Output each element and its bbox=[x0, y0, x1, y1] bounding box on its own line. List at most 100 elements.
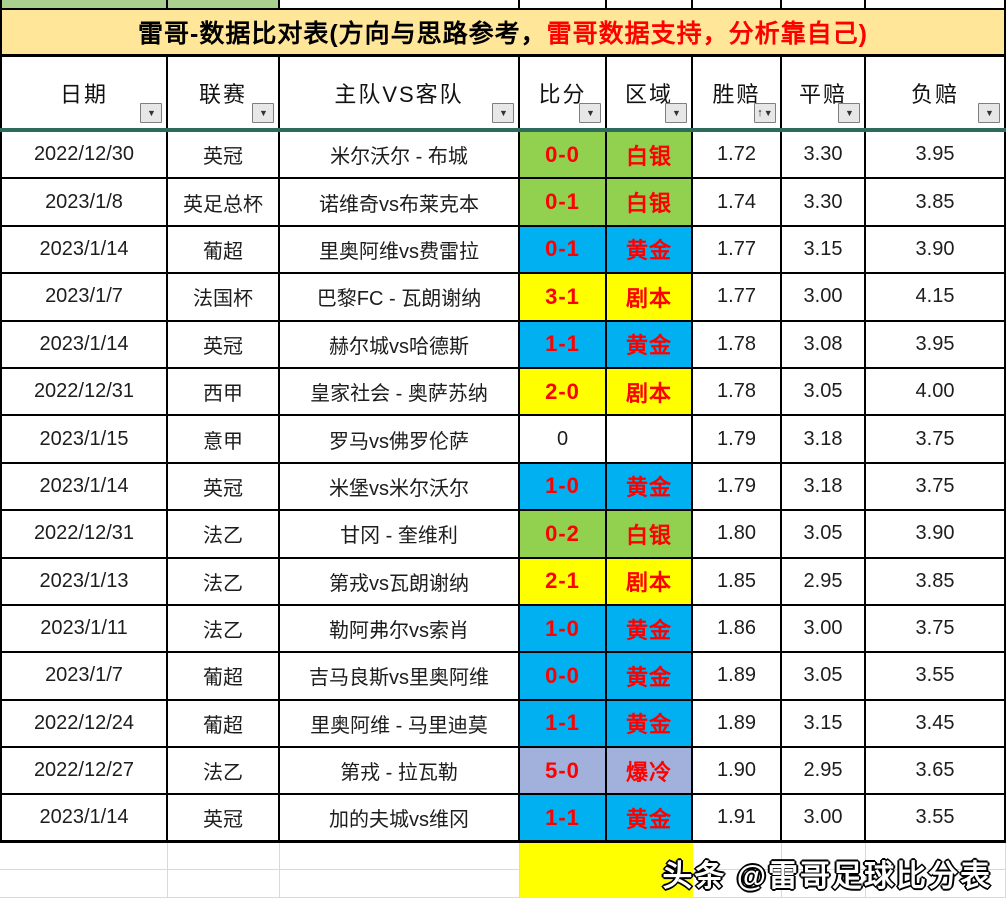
cell-league[interactable]: 法乙 bbox=[168, 558, 280, 606]
cell-league[interactable]: 葡超 bbox=[168, 226, 280, 275]
cell-draw-odds[interactable]: 3.00 bbox=[782, 795, 866, 843]
filter-dropdown-icon[interactable]: ▼ bbox=[252, 103, 274, 123]
spreadsheet-cell[interactable] bbox=[280, 842, 520, 871]
cell-league[interactable]: 英冠 bbox=[168, 132, 280, 180]
column-header-score[interactable]: 比分 ▼ bbox=[520, 57, 607, 128]
filter-dropdown-icon[interactable]: ▼ bbox=[665, 103, 687, 123]
cell-lose-odds[interactable]: 3.45 bbox=[866, 700, 1006, 749]
cell-league[interactable]: 法乙 bbox=[168, 605, 280, 654]
cell-zone[interactable]: 黄金 bbox=[607, 226, 693, 275]
cell-lose-odds[interactable]: 3.85 bbox=[866, 179, 1006, 227]
cell-score[interactable]: 0-0 bbox=[520, 653, 607, 701]
cell-score[interactable]: 0-1 bbox=[520, 179, 607, 227]
column-header-match[interactable]: 主队VS客队 ▼ bbox=[280, 57, 520, 128]
cell-win-odds[interactable]: 1.79 bbox=[693, 416, 782, 464]
cell-match[interactable]: 第戎 - 拉瓦勒 bbox=[280, 748, 520, 796]
column-header-draw-odds[interactable]: 平赔 ▼ bbox=[782, 57, 866, 128]
cell-zone[interactable]: 剧本 bbox=[607, 558, 693, 606]
cell-league[interactable]: 法国杯 bbox=[168, 274, 280, 322]
spreadsheet-cell[interactable] bbox=[168, 870, 280, 898]
cell-draw-odds[interactable]: 3.08 bbox=[782, 321, 866, 369]
filter-dropdown-icon[interactable]: ▼ bbox=[838, 103, 860, 123]
column-header-zone[interactable]: 区域 ▼ bbox=[607, 57, 693, 128]
column-header-date[interactable]: 日期 ▼ bbox=[0, 57, 168, 128]
cell-match[interactable]: 里奥阿维 - 马里迪莫 bbox=[280, 700, 520, 749]
filter-dropdown-icon[interactable]: ▼ bbox=[579, 103, 601, 123]
cell-date[interactable]: 2023/1/14 bbox=[0, 795, 168, 843]
spreadsheet-cell[interactable] bbox=[693, 842, 782, 871]
cell-draw-odds[interactable]: 3.00 bbox=[782, 274, 866, 322]
cell-draw-odds[interactable]: 3.30 bbox=[782, 179, 866, 227]
cell-draw-odds[interactable]: 3.15 bbox=[782, 226, 866, 275]
filter-dropdown-icon[interactable]: ▼ bbox=[978, 103, 1000, 123]
spreadsheet-cell[interactable] bbox=[693, 870, 782, 898]
cell-win-odds[interactable]: 1.78 bbox=[693, 321, 782, 369]
cell-match[interactable]: 第戎vs瓦朗谢纳 bbox=[280, 558, 520, 606]
cell-zone[interactable]: 白银 bbox=[607, 511, 693, 559]
cell-draw-odds[interactable]: 3.05 bbox=[782, 368, 866, 417]
cell-lose-odds[interactable]: 3.95 bbox=[866, 321, 1006, 369]
filter-dropdown-sorted-icon[interactable]: ↑ ▼ bbox=[754, 103, 776, 123]
column-header-league[interactable]: 联赛 ▼ bbox=[168, 57, 280, 128]
cell-date[interactable]: 2023/1/14 bbox=[0, 321, 168, 369]
cell-match[interactable]: 米堡vs米尔沃尔 bbox=[280, 463, 520, 512]
cell-lose-odds[interactable]: 3.85 bbox=[866, 558, 1006, 606]
cell-draw-odds[interactable]: 3.05 bbox=[782, 511, 866, 559]
column-header-lose-odds[interactable]: 负赔 ▼ bbox=[866, 57, 1006, 128]
cell-zone[interactable]: 黄金 bbox=[607, 653, 693, 701]
cell-match[interactable]: 甘冈 - 奎维利 bbox=[280, 511, 520, 559]
cell-match[interactable]: 勒阿弗尔vs索肖 bbox=[280, 605, 520, 654]
column-header-win-odds[interactable]: 胜赔 ↑ ▼ bbox=[693, 57, 782, 128]
cell-match[interactable]: 里奥阿维vs费雷拉 bbox=[280, 226, 520, 275]
cell-score[interactable]: 1-1 bbox=[520, 795, 607, 843]
cell-draw-odds[interactable]: 2.95 bbox=[782, 748, 866, 796]
cell-date[interactable]: 2023/1/13 bbox=[0, 558, 168, 606]
cell-win-odds[interactable]: 1.77 bbox=[693, 226, 782, 275]
cell-score[interactable]: 1-1 bbox=[520, 700, 607, 749]
cell-zone[interactable]: 黄金 bbox=[607, 700, 693, 749]
cell-league[interactable]: 法乙 bbox=[168, 511, 280, 559]
cell-date[interactable]: 2023/1/14 bbox=[0, 226, 168, 275]
cell-draw-odds[interactable]: 3.30 bbox=[782, 132, 866, 180]
cell-win-odds[interactable]: 1.89 bbox=[693, 653, 782, 701]
cell-league[interactable]: 意甲 bbox=[168, 416, 280, 464]
cell-league[interactable]: 英冠 bbox=[168, 795, 280, 843]
cell-score[interactable]: 1-0 bbox=[520, 605, 607, 654]
cell-zone[interactable]: 白银 bbox=[607, 132, 693, 180]
cell-win-odds[interactable]: 1.74 bbox=[693, 179, 782, 227]
cell-match[interactable]: 罗马vs佛罗伦萨 bbox=[280, 416, 520, 464]
cell-lose-odds[interactable]: 3.75 bbox=[866, 605, 1006, 654]
cell-win-odds[interactable]: 1.77 bbox=[693, 274, 782, 322]
cell-win-odds[interactable]: 1.91 bbox=[693, 795, 782, 843]
filter-dropdown-icon[interactable]: ▼ bbox=[492, 103, 514, 123]
cell-zone[interactable]: 黄金 bbox=[607, 795, 693, 843]
cell-zone[interactable]: 黄金 bbox=[607, 605, 693, 654]
cell-win-odds[interactable]: 1.85 bbox=[693, 558, 782, 606]
cell-lose-odds[interactable]: 3.75 bbox=[866, 463, 1006, 512]
cell-score[interactable]: 0-1 bbox=[520, 226, 607, 275]
cell-score[interactable]: 0-2 bbox=[520, 511, 607, 559]
cell-win-odds[interactable]: 1.79 bbox=[693, 463, 782, 512]
cell-draw-odds[interactable]: 3.05 bbox=[782, 653, 866, 701]
cell-lose-odds[interactable]: 4.00 bbox=[866, 368, 1006, 417]
cell-zone[interactable]: 剧本 bbox=[607, 368, 693, 417]
cell-zone[interactable]: 爆冷 bbox=[607, 748, 693, 796]
spreadsheet-cell[interactable] bbox=[0, 870, 168, 898]
cell-match[interactable]: 米尔沃尔 - 布城 bbox=[280, 132, 520, 180]
cell-league[interactable]: 英足总杯 bbox=[168, 179, 280, 227]
spreadsheet-cell[interactable] bbox=[0, 842, 168, 871]
cell-league[interactable]: 西甲 bbox=[168, 368, 280, 417]
cell-league[interactable]: 英冠 bbox=[168, 463, 280, 512]
cell-match[interactable]: 吉马良斯vs里奥阿维 bbox=[280, 653, 520, 701]
spreadsheet-cell[interactable] bbox=[782, 842, 866, 871]
filter-dropdown-icon[interactable]: ▼ bbox=[140, 103, 162, 123]
cell-draw-odds[interactable]: 3.15 bbox=[782, 700, 866, 749]
spreadsheet-cell[interactable] bbox=[782, 870, 866, 898]
cell-score[interactable]: 2-0 bbox=[520, 368, 607, 417]
cell-date[interactable]: 2022/12/31 bbox=[0, 368, 168, 417]
cell-date[interactable]: 2023/1/15 bbox=[0, 416, 168, 464]
cell-date[interactable]: 2023/1/11 bbox=[0, 605, 168, 654]
cell-lose-odds[interactable]: 3.95 bbox=[866, 132, 1006, 180]
cell-date[interactable]: 2023/1/14 bbox=[0, 463, 168, 512]
cell-lose-odds[interactable]: 3.55 bbox=[866, 653, 1006, 701]
